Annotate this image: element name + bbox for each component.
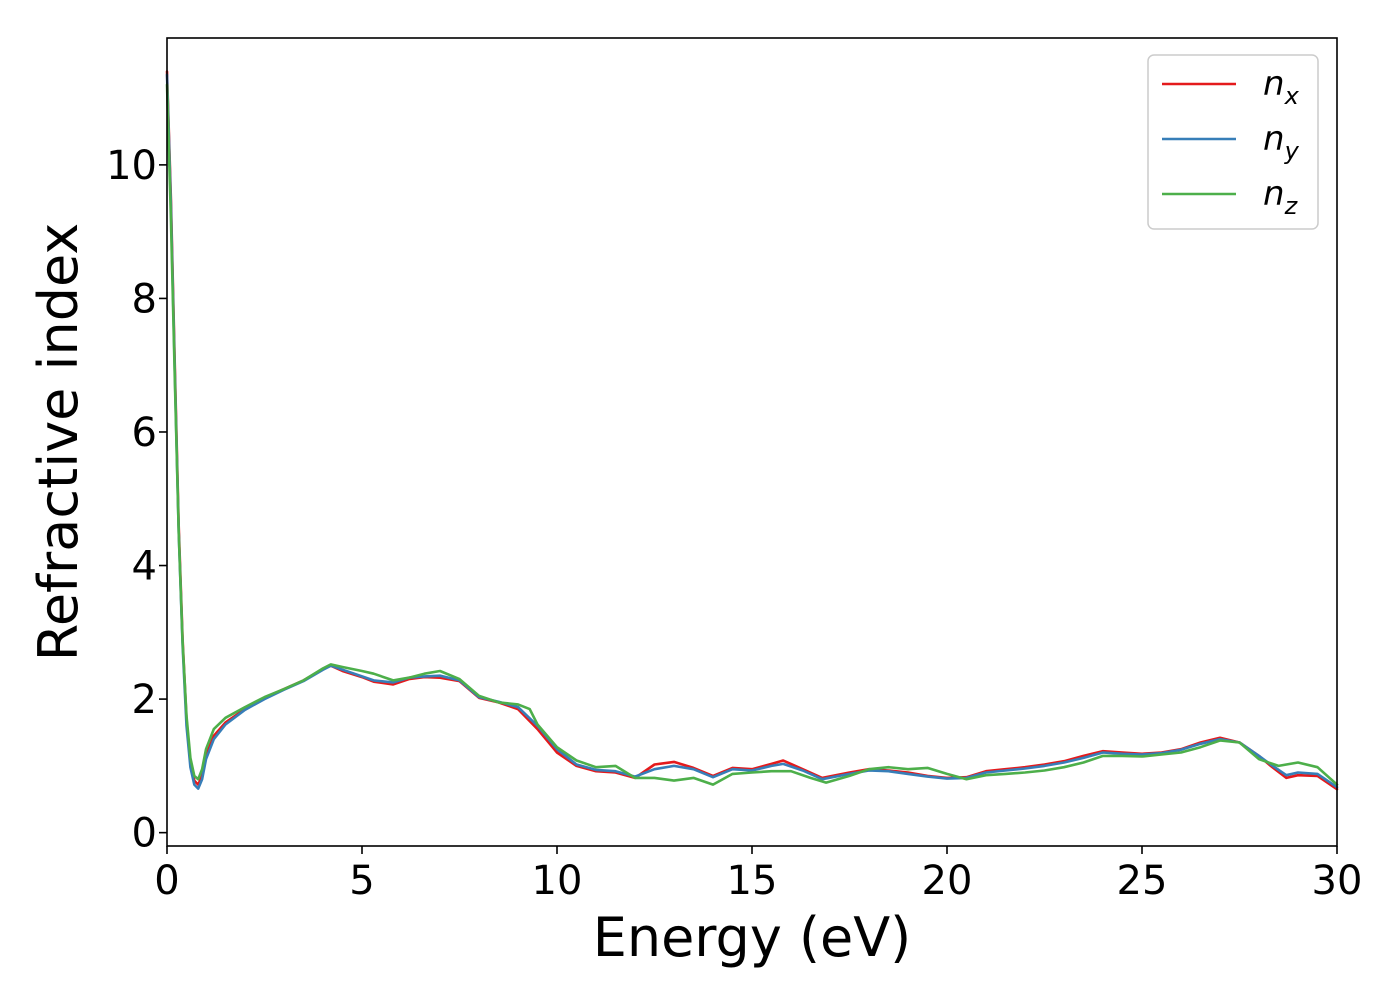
- x-axis-title: Energy (eV): [593, 906, 912, 969]
- x-tick-label: 0: [154, 858, 179, 904]
- y-tick-label: 6: [132, 410, 157, 456]
- y-tick-label: 8: [132, 276, 157, 322]
- y-tick-label: 4: [132, 544, 157, 590]
- series-line-ny: [165, 73, 1339, 790]
- x-tick-label: 15: [727, 858, 778, 904]
- x-tick-label: 10: [532, 858, 583, 904]
- y-axis-title: Refractive index: [27, 223, 90, 662]
- y-tick-label: 10: [106, 143, 157, 189]
- y-axis-ticks: 0 2 4 6 8 10: [106, 143, 167, 857]
- x-tick-label: 20: [922, 858, 973, 904]
- series-line-nz: [165, 83, 1339, 786]
- x-tick-label: 5: [349, 858, 374, 904]
- legend-box: [1147, 54, 1319, 230]
- x-tick-label: 25: [1117, 858, 1168, 904]
- y-tick-label: 0: [132, 811, 157, 857]
- y-tick-label: 2: [132, 677, 157, 723]
- x-axis-ticks: 0 5 10 15 20 25 30: [154, 846, 1362, 904]
- x-tick-label: 30: [1312, 858, 1363, 904]
- series-layer: [165, 70, 1339, 791]
